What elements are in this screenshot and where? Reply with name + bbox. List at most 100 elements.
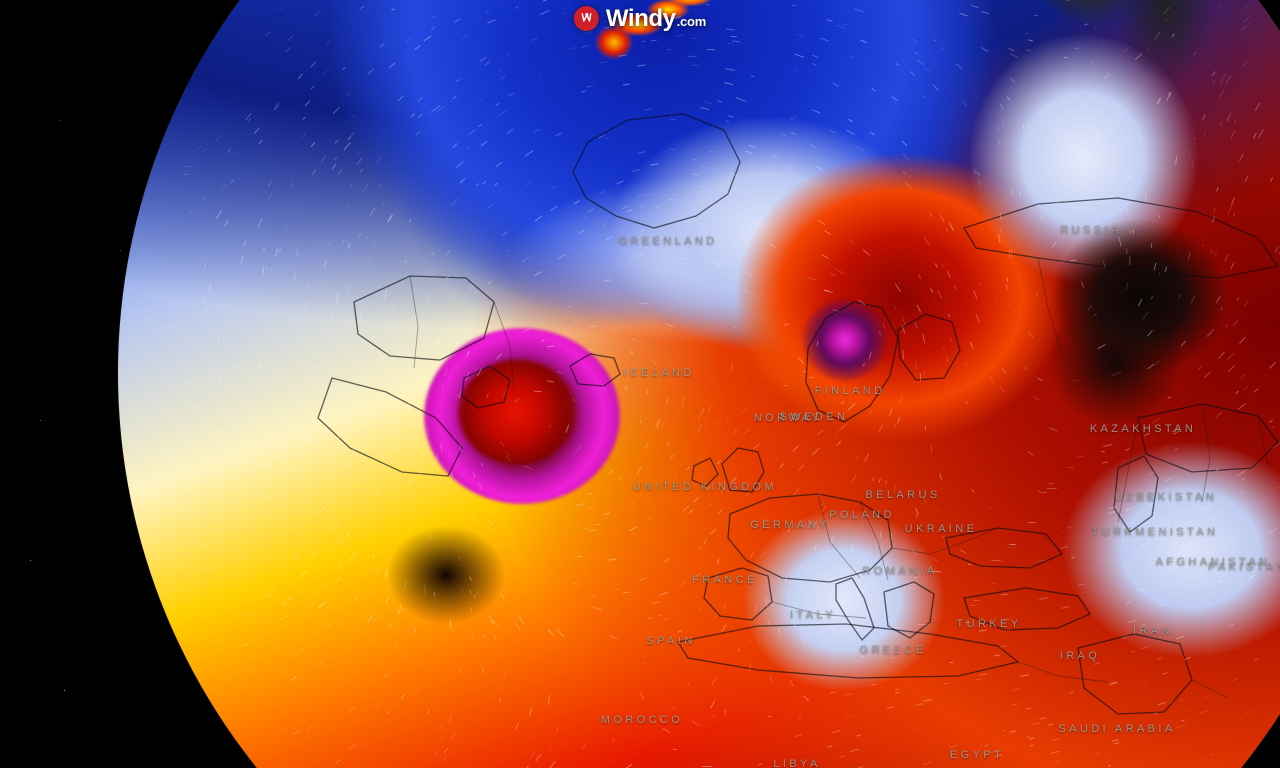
wind-particle: [324, 622, 333, 630]
wind-particle: [586, 505, 596, 509]
wind-particle: [1202, 128, 1207, 138]
wind-particle: [440, 443, 442, 453]
wind-particle: [387, 586, 390, 591]
wind-particle: [870, 684, 878, 686]
wind-particle: [165, 373, 170, 376]
wind-particle: [817, 492, 821, 497]
windy-logo[interactable]: Windy .com: [568, 4, 712, 33]
wind-particle: [766, 390, 770, 394]
wind-particle: [635, 658, 639, 661]
wind-particle: [1063, 56, 1068, 58]
wind-particle: [621, 204, 630, 210]
wind-particle: [716, 420, 720, 424]
wind-particle: [1100, 450, 1105, 453]
wind-particle: [502, 230, 509, 236]
wind-particle: [434, 457, 437, 461]
wind-particle: [657, 614, 663, 618]
wind-particle: [383, 673, 388, 678]
wind-particle: [845, 580, 848, 589]
wind-particle: [850, 748, 859, 753]
wind-particle: [1226, 352, 1234, 360]
wind-particle: [790, 679, 795, 687]
wind-particle: [506, 128, 514, 134]
wind-particle: [1000, 644, 1007, 648]
wind-particle: [367, 68, 374, 75]
wind-particle: [1029, 744, 1035, 747]
wind-particle: [287, 34, 295, 41]
wind-particle: [1121, 635, 1129, 639]
wind-particle: [996, 126, 999, 131]
wind-particle: [537, 74, 542, 77]
wind-particle: [195, 405, 201, 410]
wind-particle: [666, 440, 671, 447]
wind-particle: [203, 196, 206, 200]
wind-particle: [567, 46, 577, 51]
wind-particle: [1168, 701, 1173, 704]
wind-particle: [589, 233, 595, 237]
wind-particle: [505, 455, 511, 461]
wind-particle: [486, 203, 494, 210]
wind-particle: [160, 392, 165, 396]
wind-particle: [1032, 180, 1034, 188]
wind-particle: [287, 339, 290, 344]
wind-particle: [1183, 656, 1191, 660]
wind-particle: [709, 699, 715, 709]
wind-particle: [207, 284, 211, 292]
wind-particle: [933, 38, 937, 42]
wind-particle: [1217, 3, 1222, 8]
wind-particle: [322, 67, 330, 76]
wind-particle: [714, 269, 718, 273]
wind-particle: [1175, 532, 1182, 536]
wind-particle: [767, 715, 772, 718]
wind-particle: [698, 546, 702, 551]
wind-particle: [389, 314, 392, 318]
wind-particle: [495, 102, 501, 107]
wind-particle: [1249, 574, 1257, 579]
wind-particle: [660, 591, 669, 596]
wind-particle: [687, 55, 697, 58]
wind-particle: [829, 272, 836, 277]
wind-particle: [346, 531, 350, 538]
wind-particle: [252, 715, 258, 717]
wind-particle: [616, 180, 624, 185]
wind-particle: [535, 753, 542, 762]
star: [30, 560, 31, 561]
wind-particle: [636, 234, 642, 240]
wind-particle: [226, 148, 232, 154]
globe-sphere[interactable]: [118, 0, 1280, 768]
wind-particle: [970, 488, 975, 493]
wind-particle: [533, 390, 542, 393]
wind-particle: [777, 241, 782, 245]
wind-particle: [937, 289, 943, 299]
wind-particle: [217, 335, 219, 345]
wind-particle: [521, 256, 529, 263]
wind-particle: [1006, 276, 1008, 282]
wind-particle: [793, 487, 800, 496]
wind-particle: [447, 336, 453, 347]
wind-particle: [285, 221, 290, 230]
wind-particle: [645, 442, 650, 449]
wind-particle: [1001, 618, 1011, 622]
wind-particle: [443, 748, 448, 754]
wind-particle: [783, 322, 790, 326]
wind-particle: [354, 595, 358, 600]
wind-particle: [644, 108, 653, 111]
wind-particle: [1164, 266, 1168, 273]
wind-particle: [413, 627, 416, 633]
wind-particle: [650, 163, 659, 167]
wind-particle: [487, 19, 496, 24]
wind-particle: [848, 238, 855, 244]
wind-particle: [1009, 544, 1017, 546]
wind-particle: [882, 322, 886, 329]
wind-particle: [1244, 710, 1254, 715]
wind-particle: [1215, 468, 1220, 471]
wind-particle: [452, 143, 458, 148]
wind-particle: [445, 275, 450, 280]
wind-particle: [675, 296, 681, 299]
wind-particle: [850, 544, 854, 551]
wind-particle: [1160, 583, 1168, 588]
wind-particle: [730, 36, 737, 38]
wind-particle: [483, 61, 491, 66]
wind-particle: [1112, 739, 1120, 742]
